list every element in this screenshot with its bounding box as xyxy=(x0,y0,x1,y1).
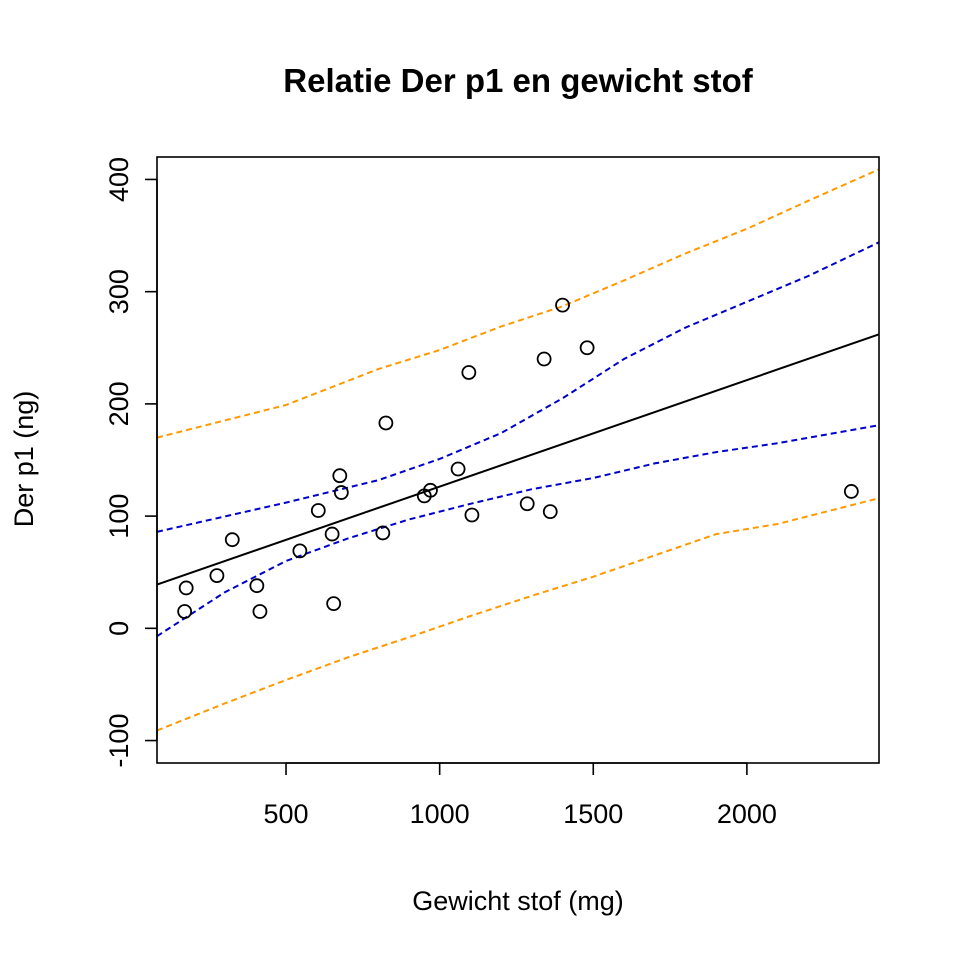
y-tick-label: 100 xyxy=(104,494,134,539)
data-point xyxy=(450,461,466,477)
data-point xyxy=(579,340,595,356)
data-point xyxy=(326,596,342,612)
chart-title: Relatie Der p1 en gewicht stof xyxy=(283,62,753,99)
data-point xyxy=(542,504,558,520)
x-axis-label: Gewicht stof (mg) xyxy=(412,886,624,916)
data-point xyxy=(423,482,438,498)
data-point xyxy=(378,415,394,431)
data-point xyxy=(310,503,326,518)
points-layer xyxy=(177,297,859,619)
data-point xyxy=(843,484,859,499)
x-tick-label: 1500 xyxy=(563,799,623,829)
data-point xyxy=(461,365,477,380)
confidence-band-lower xyxy=(156,424,880,638)
data-point xyxy=(209,568,225,583)
data-point xyxy=(224,532,240,548)
x-axis: 500 1000 1500 2000 xyxy=(264,762,777,829)
data-point xyxy=(555,297,570,313)
x-tick-label: 1000 xyxy=(410,799,470,829)
prediction-band-lower xyxy=(156,497,880,732)
regression-line xyxy=(156,333,880,586)
confidence-band-upper xyxy=(156,241,880,533)
bands-layer xyxy=(156,168,880,732)
data-point xyxy=(333,485,349,500)
data-point xyxy=(375,525,391,541)
y-tick-label: -100 xyxy=(104,714,134,768)
y-tick-label: 400 xyxy=(104,157,134,202)
fit-layer xyxy=(156,333,880,586)
y-tick-label: 200 xyxy=(104,381,134,426)
data-point xyxy=(178,580,194,596)
data-point xyxy=(292,543,308,559)
data-point xyxy=(324,526,340,542)
data-point xyxy=(332,468,348,484)
data-point xyxy=(249,578,265,594)
y-axis: -100 0 100 200 300 400 xyxy=(104,157,158,768)
x-tick-label: 500 xyxy=(264,799,309,829)
data-point xyxy=(519,496,535,512)
data-point xyxy=(464,507,480,523)
y-axis-label: Der p1 (ng) xyxy=(9,391,39,528)
x-tick-label: 2000 xyxy=(717,799,777,829)
data-point xyxy=(536,351,552,367)
data-point xyxy=(177,604,193,619)
data-point xyxy=(252,604,268,619)
y-tick-label: 300 xyxy=(104,269,134,314)
y-tick-label: 0 xyxy=(104,621,134,636)
